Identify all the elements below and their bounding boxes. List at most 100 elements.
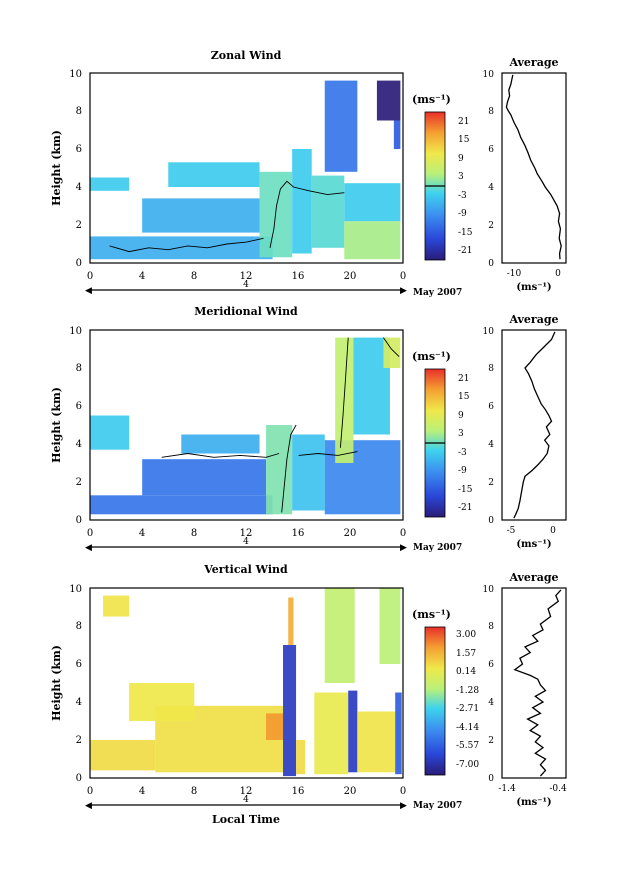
zero-contour [161,453,280,458]
colorbar-tick-label: -3 [458,191,467,201]
colorbar-tick-label: 0.14 [456,667,476,677]
chart-title: Meridional Wind [194,305,298,318]
profile-y-tick-label: 4 [488,183,494,193]
x-tick-label: 12 [240,271,253,282]
y-ticks: 0 2 4 6 8 10 [69,69,82,269]
colorbar-unit: (ms⁻¹) [412,350,451,363]
zero-contour [383,337,400,357]
colorbar-tick-label: 1.57 [456,649,476,659]
profile-x-tick-label: -0.4 [549,784,567,794]
wind-cell [344,183,401,222]
profile-y-tick-label: 0 [488,259,494,269]
wind-cell [314,692,349,775]
wind-cell [383,337,401,368]
y-tick-label: 0 [76,515,82,526]
wind-field [90,588,402,777]
zero-contour [339,337,349,448]
profile-y-tick-label: 6 [488,145,494,155]
profile-y-tick-label: 2 [488,221,494,231]
colorbar-tick-label: 3.00 [456,630,476,640]
profile-title: Average [508,571,558,584]
wind-cell [142,459,267,496]
zero-contour [298,451,358,456]
x-tick-label: 4 [139,786,145,797]
colorbar-tick-label: 3 [458,172,464,182]
colorbar: (ms⁻¹) 21 15 9 3 -3 -9 -15 -21 [412,93,473,261]
x-tick-label: 0 [400,528,406,539]
date-axis-arrow: ▶ [400,801,407,811]
plot-frame [89,329,404,521]
x-tick-label: 0 [400,786,406,797]
x-ticks: 0 4 8 12 16 20 0 [87,786,406,797]
y-tick-label: 0 [76,773,82,784]
zero-contour [109,237,264,253]
profile-y-tick-label: 8 [488,364,494,374]
date-label: May 2007 [413,801,462,811]
y-axis-label: Height (km) [50,645,63,721]
x-tick-label: 16 [292,786,305,797]
wind-cell [283,645,297,777]
colorbar-tick-label: 21 [458,374,469,384]
zero-contour [269,180,345,248]
wind-cell [296,740,306,775]
profile-y-tick-label: 2 [488,736,494,746]
colorbar-unit: (ms⁻¹) [412,608,451,621]
date-axis: ◀ ▶ 4 May 2007 [85,280,462,298]
profile-y-tick-label: 4 [488,698,494,708]
profile-y-tick-label: 8 [488,622,494,632]
date-axis-arrow: ◀ [85,286,92,296]
wind-cell [90,495,273,515]
wind-cell [379,588,401,664]
y-tick-label: 4 [76,697,82,708]
y-tick-label: 6 [76,659,82,670]
profile-y-tick-label: 8 [488,107,494,117]
y-tick-label: 6 [76,144,82,155]
date-axis-arrow: ◀ [85,801,92,811]
x-tick-label: 8 [191,786,197,797]
x-tick-label: 0 [87,271,93,282]
x-tick-label: 12 [240,786,253,797]
y-tick-label: 10 [69,69,82,80]
colorbar-tick-label: -9 [458,209,467,219]
plot-frame [89,587,404,779]
colorbar-unit: (ms⁻¹) [412,93,451,106]
date-axis-arrow: ◀ [85,543,92,553]
profile-y-tick-label: 10 [483,327,495,337]
x-tick-label: 4 [139,271,145,282]
average-profile: Average 0 2 4 6 8 10 -1.4 -0.4 (ms⁻¹) [483,571,567,808]
panel-zonal-wind: Zonal Wind Height (km) 0 2 4 6 8 10 0 4 … [50,49,567,298]
wind-cell [90,740,156,771]
profile-x-tick-label: -1.4 [498,784,516,794]
x-tick-label: 20 [344,528,357,539]
wind-cell [395,692,402,775]
x-tick-label: 0 [87,786,93,797]
wind-field [90,337,401,515]
colorbar-tick-label: 15 [458,135,470,145]
x-tick-label: 16 [292,528,305,539]
wind-cell [90,415,130,450]
zero-contour [281,424,297,513]
profile-title: Average [508,56,558,69]
wind-cell [90,177,130,191]
wind-cell [324,80,358,172]
colorbar-tick-label: -1.28 [456,686,479,696]
x-tick-label: 8 [191,271,197,282]
wind-cell [90,236,273,260]
y-tick-label: 4 [76,182,82,193]
colorbar-tick-label: 21 [458,117,469,127]
y-tick-label: 10 [69,326,82,337]
wind-cell [292,149,312,254]
wind-cell [129,683,195,721]
colorbar-tick-label: -3 [458,448,467,458]
y-ticks: 0 2 4 6 8 10 [69,584,82,784]
profile-title: Average [508,313,558,326]
date-axis: ◀ ▶ 4 May 2007 [85,537,462,553]
y-ticks: 0 2 4 6 8 10 [69,326,82,526]
date-axis-arrow: ▶ [400,543,407,553]
colorbar-tick-label: 3 [458,429,464,439]
colorbar-gradient [424,626,446,776]
profile-y-tick-label: 2 [488,478,494,488]
x-tick-label: 20 [344,271,357,282]
wind-cell [266,713,284,740]
wind-cell [344,221,401,260]
